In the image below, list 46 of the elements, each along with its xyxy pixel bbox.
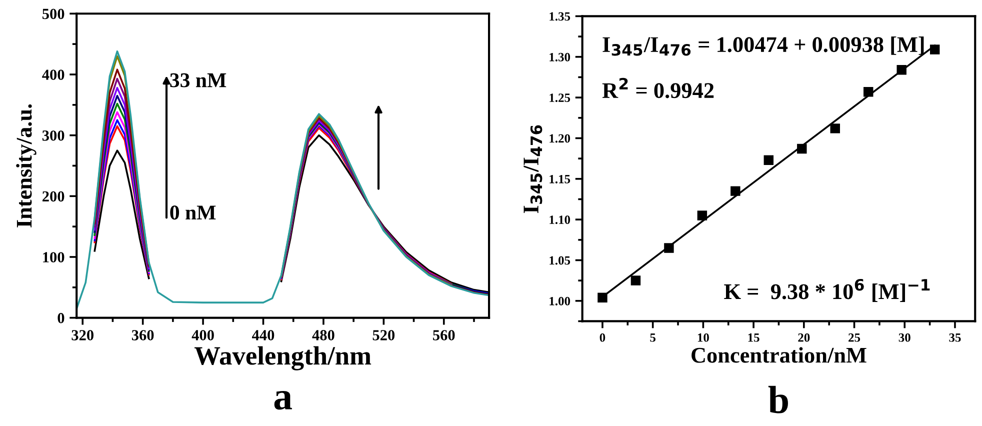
- x-tick-label: 360: [132, 330, 154, 340]
- point: [730, 186, 740, 196]
- y-tick-label: 1.10: [550, 216, 570, 224]
- x-tick-label: 35: [949, 333, 961, 342]
- y-tick-label: 100: [43, 252, 64, 262]
- x-tick-label: 480: [312, 330, 334, 340]
- x-tick-label: 15: [748, 333, 760, 342]
- x-tick-label: 10: [698, 333, 709, 342]
- y-axis-title: I$_{345}$/I$_{476}$: [524, 125, 542, 214]
- annotation: 0 nM: [170, 206, 216, 220]
- y-tick-label: 400: [42, 70, 64, 80]
- x-axis-title: Wavelength/nm: [194, 346, 372, 370]
- y-tick-label: 1.20: [550, 134, 570, 143]
- annotation: K = 9.38 * 10$^{6}$ [M]$^{−1}$: [724, 278, 930, 302]
- y-tick-label: 1.00: [550, 296, 570, 306]
- y-tick-label: 0: [58, 312, 64, 324]
- y-tick-label: 500: [42, 8, 64, 20]
- x-tick-label: 400: [192, 330, 214, 340]
- point: [764, 155, 774, 166]
- x-tick-label: 0: [600, 333, 606, 342]
- x-tick-label: 520: [372, 330, 395, 340]
- point: [630, 276, 641, 286]
- x-tick-label: 440: [252, 330, 274, 340]
- annotation: I$_{345}$/I$_{476}$ = 1.00474 + 0.00938 [M]: [602, 36, 924, 56]
- y-axis-title: Intensity/a.u.: [16, 104, 36, 228]
- annotation: 33 nM: [170, 73, 226, 88]
- x-tick-label: 25: [848, 333, 860, 342]
- text: b: [768, 386, 788, 414]
- y-tick-label: 1.30: [550, 52, 570, 62]
- x-tick-label: 30: [898, 333, 910, 342]
- annotation: R$^{2}$ = 0.9942: [602, 78, 714, 98]
- text: a: [274, 391, 292, 410]
- line-series: [76, 50, 490, 310]
- y-tick-label: 1.05: [550, 256, 570, 265]
- x-tick-label: 5: [650, 334, 656, 342]
- point: [697, 210, 708, 220]
- x-axis-title: Concentration/nM: [692, 347, 866, 363]
- y-tick-label: 1.15: [550, 174, 570, 184]
- x-tick-label: 560: [433, 330, 455, 340]
- y-tick-label: 200: [42, 191, 64, 202]
- point: [830, 124, 840, 134]
- y-tick-label: 1.35: [550, 12, 570, 21]
- x-tick-label: 320: [72, 330, 94, 340]
- x-tick-label: 20: [798, 333, 810, 342]
- y-tick-label: 300: [42, 130, 64, 141]
- y-tick-label: 1.25: [550, 94, 570, 102]
